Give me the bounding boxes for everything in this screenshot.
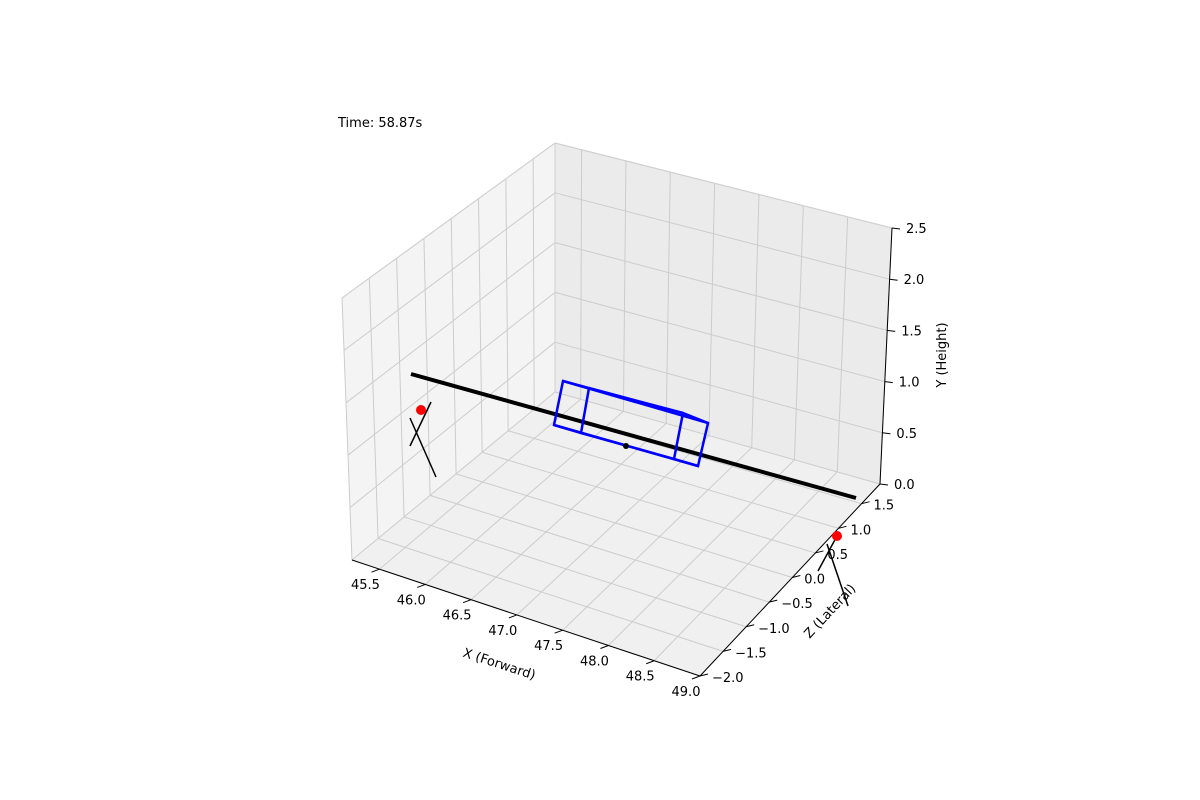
x-tick-label: 48.0 <box>580 654 609 669</box>
y-tick-label: 2.5 <box>906 222 927 237</box>
y-tick-label: 0.0 <box>894 478 915 493</box>
z-axis-line <box>699 483 881 677</box>
x-tick-label: 47.5 <box>534 639 563 654</box>
y-axis-label: Y (Height) <box>935 322 950 388</box>
z-tick-label: −2.0 <box>712 671 744 686</box>
x-tick-label: 46.0 <box>397 593 426 608</box>
z-tick-label: −0.5 <box>781 597 813 612</box>
x-tick-label: 45.5 <box>351 578 380 593</box>
box-edge-top-outer <box>562 379 709 425</box>
pane-floor <box>352 392 880 676</box>
center-point <box>623 443 629 449</box>
y-tick-label: 1.0 <box>899 376 920 391</box>
z-tick-label: −1.0 <box>758 622 790 637</box>
pane-edges <box>341 142 893 392</box>
x-axis-line <box>351 559 701 677</box>
z-ticks: −2.0−1.5−1.0−0.50.00.51.01.5 <box>699 499 895 686</box>
y-tick-label: 1.5 <box>901 324 922 339</box>
right-marker <box>832 531 842 541</box>
x-tick-label: 46.5 <box>443 609 472 624</box>
z-tick-label: −1.5 <box>735 646 767 661</box>
y-tick-label: 2.0 <box>904 273 925 288</box>
y-ticks: 0.0 0.5 1.0 1.5 2.0 2.5 <box>879 222 927 493</box>
x-axis-label: X (Forward) <box>461 646 537 684</box>
right-pole <box>817 535 849 607</box>
y-tick-label: 0.5 <box>896 427 917 442</box>
x-tick-label: 47.0 <box>488 624 517 639</box>
pane-back <box>555 143 892 484</box>
time-annotation: Time: 58.87s <box>337 116 423 131</box>
pane-left <box>342 143 555 560</box>
z-tick-label: 1.0 <box>850 523 871 538</box>
left-pole <box>409 401 437 478</box>
x-tick-label: 49.0 <box>672 685 701 700</box>
track-line <box>410 372 857 500</box>
y-axis-line <box>879 227 893 485</box>
left-marker <box>416 405 426 415</box>
x-tick-label: 48.5 <box>626 670 655 685</box>
z-tick-label: 0.0 <box>804 573 825 588</box>
z-tick-label: 1.5 <box>874 499 895 514</box>
x-ticks: 45.5 46.0 46.5 47.0 47.5 48.0 48.5 49.0 <box>351 568 701 700</box>
